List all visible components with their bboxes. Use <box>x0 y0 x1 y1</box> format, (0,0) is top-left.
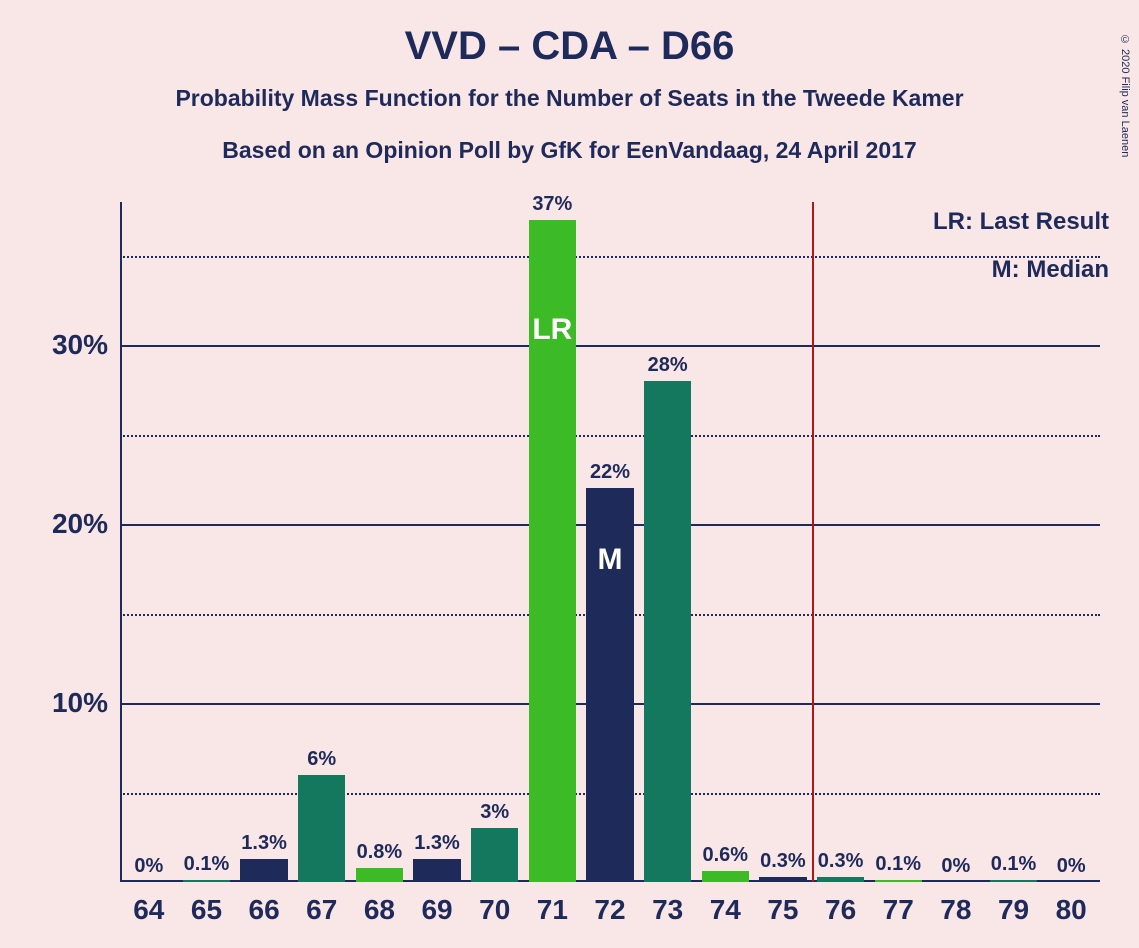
bar-value-label: 1.3% <box>241 832 287 859</box>
bar-value-label: 22% <box>590 461 630 488</box>
majority-threshold-line <box>812 202 814 882</box>
bar: 0.8% <box>356 868 403 882</box>
copyright-text: © 2020 Filip van Laenen <box>1119 34 1131 157</box>
y-tick-label: 10% <box>52 687 120 719</box>
bar-value-label: 0% <box>134 855 163 882</box>
bar-value-label: 0.3% <box>760 850 806 877</box>
bar-value-label: 0.3% <box>818 850 864 877</box>
bar: 0.6% <box>702 871 749 882</box>
bar-value-label: 37% <box>532 193 572 220</box>
bar: 1.3% <box>240 859 287 882</box>
bar-value-label: 0.6% <box>702 844 748 871</box>
bar-value-label: 0.1% <box>991 853 1037 880</box>
x-tick-label: 70 <box>479 882 510 926</box>
bar-value-label: 1.3% <box>414 832 460 859</box>
bar-value-label: 0% <box>1057 855 1086 882</box>
bar-value-label: 0.1% <box>184 853 230 880</box>
gridline-major <box>120 345 1100 347</box>
bar: 0.3% <box>817 877 864 882</box>
chart-legend: LR: Last Result M: Median <box>933 208 1109 284</box>
bar: 0.1% <box>875 880 922 882</box>
x-tick-label: 72 <box>594 882 625 926</box>
x-tick-label: 77 <box>883 882 914 926</box>
x-tick-label: 71 <box>537 882 568 926</box>
bar: 28% <box>644 381 691 882</box>
x-tick-label: 68 <box>364 882 395 926</box>
y-tick-label: 20% <box>52 508 120 540</box>
x-tick-label: 66 <box>249 882 280 926</box>
bar: 3% <box>471 828 518 882</box>
legend-item: LR: Last Result <box>933 208 1109 236</box>
x-tick-label: 75 <box>767 882 798 926</box>
bar: 1.3% <box>413 859 460 882</box>
bar-value-label: 0.1% <box>875 853 921 880</box>
y-tick-label: 30% <box>52 329 120 361</box>
bar: 0.1% <box>990 880 1037 882</box>
bar: 0.3% <box>759 877 806 882</box>
x-tick-label: 79 <box>998 882 1029 926</box>
bar-inner-label: M <box>597 543 622 577</box>
chart-title: VVD – CDA – D66 <box>0 24 1139 69</box>
bar-value-label: 0% <box>941 855 970 882</box>
y-axis <box>120 202 122 882</box>
legend-item: M: Median <box>933 256 1109 284</box>
x-tick-label: 80 <box>1056 882 1087 926</box>
bar: 37%LR <box>529 220 576 882</box>
bar-inner-label: LR <box>532 313 572 347</box>
bar: 6% <box>298 775 345 882</box>
gridline-minor <box>120 435 1100 437</box>
x-tick-label: 65 <box>191 882 222 926</box>
x-tick-label: 69 <box>421 882 452 926</box>
bar-value-label: 28% <box>648 354 688 381</box>
x-tick-label: 64 <box>133 882 164 926</box>
bar-value-label: 3% <box>480 801 509 828</box>
chart-subtitle-1: Probability Mass Function for the Number… <box>0 85 1139 112</box>
x-tick-label: 74 <box>710 882 741 926</box>
chart-subtitle-2: Based on an Opinion Poll by GfK for EenV… <box>0 137 1139 164</box>
chart-plot-area: 10%20%30%6465666768697071727374757677787… <box>120 202 1100 882</box>
bar-value-label: 6% <box>307 748 336 775</box>
x-tick-label: 78 <box>940 882 971 926</box>
bar-value-label: 0.8% <box>357 841 403 868</box>
bar: 22%M <box>586 488 633 882</box>
x-tick-label: 67 <box>306 882 337 926</box>
bar: 0.1% <box>183 880 230 882</box>
x-tick-label: 73 <box>652 882 683 926</box>
x-tick-label: 76 <box>825 882 856 926</box>
